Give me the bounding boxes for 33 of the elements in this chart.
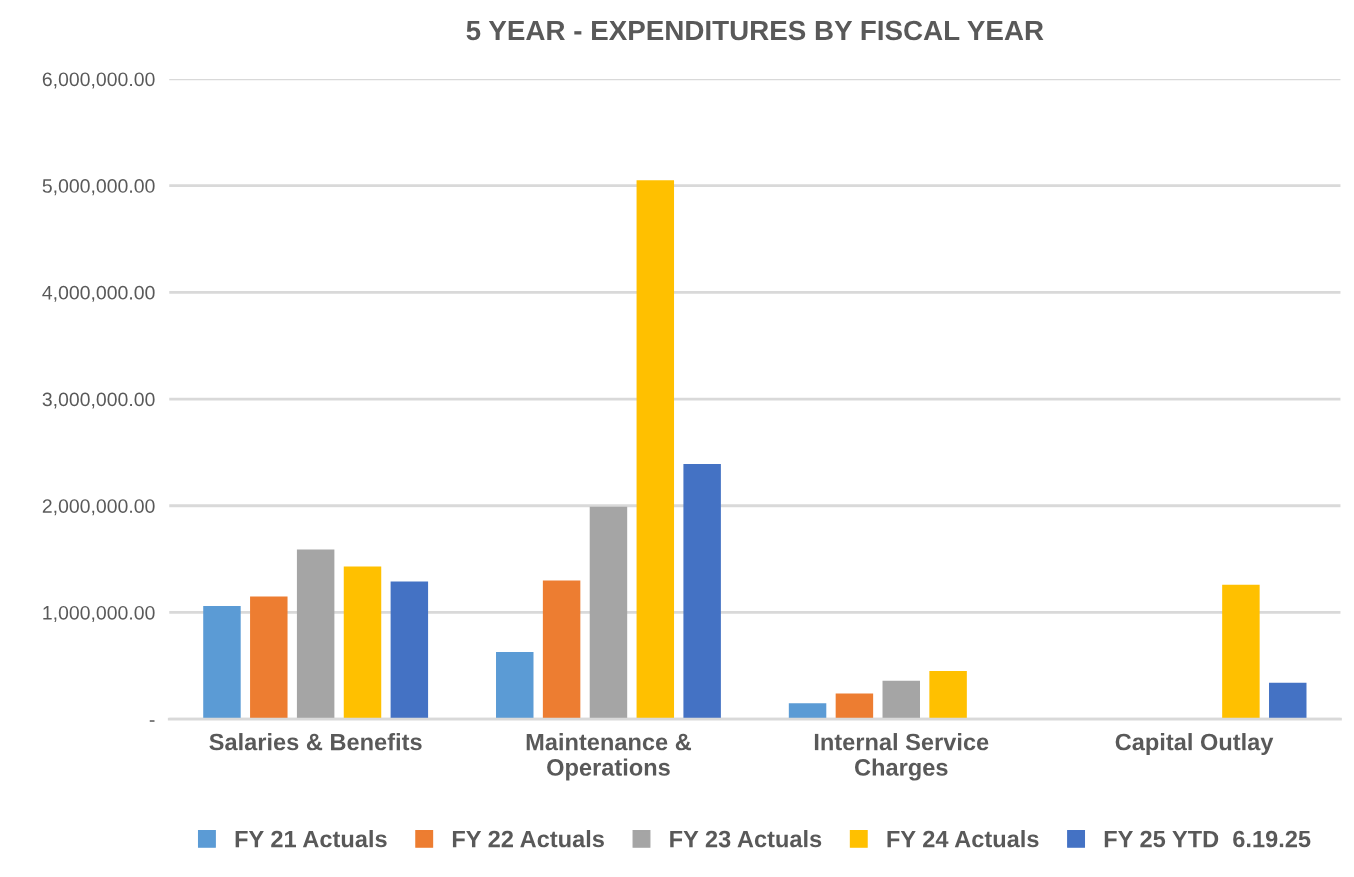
bar	[636, 180, 675, 720]
bar	[1222, 584, 1260, 720]
y-tick-label: -	[149, 720, 155, 722]
y-tick-label: 2,000,000.00	[42, 499, 155, 516]
y-tick-label: 6,000,000.00	[42, 72, 155, 89]
legend-label: FY 21 Actuals	[235, 830, 387, 848]
bar	[296, 549, 335, 720]
bar	[835, 693, 874, 720]
bar	[929, 671, 967, 720]
x-tick-label: Salaries & Benefits	[209, 733, 422, 751]
y-tick-label: 3,000,000.00	[42, 392, 155, 409]
x-tick-label: Internal Service Charges	[814, 733, 989, 781]
x-tick-label: Capital Outlay	[1115, 733, 1274, 756]
bar	[343, 566, 382, 720]
bar	[788, 703, 827, 720]
bar	[882, 680, 920, 720]
chart-title: 5 YEAR - EXPENDITURES BY FISCAL YEAR	[466, 20, 1044, 41]
legend-label: FY 25 YTD 6.19.25	[1104, 830, 1311, 848]
legend-label: FY 24 Actuals	[887, 830, 1039, 848]
bar	[250, 596, 288, 720]
y-tick-label: 5,000,000.00	[42, 179, 155, 196]
legend-label: FY 23 Actuals	[670, 830, 822, 848]
bar	[203, 606, 241, 720]
legend-label: FY 22 Actuals	[452, 830, 604, 848]
bar	[683, 464, 721, 720]
bar	[496, 651, 534, 720]
y-tick-label: 1,000,000.00	[43, 605, 155, 622]
bar	[390, 581, 429, 720]
y-tick-label: 4,000,000.00	[42, 285, 155, 302]
x-tick-label: Maintenance & Operations	[526, 733, 692, 781]
bar	[589, 506, 628, 720]
bar	[542, 580, 581, 720]
bar	[1269, 682, 1307, 720]
